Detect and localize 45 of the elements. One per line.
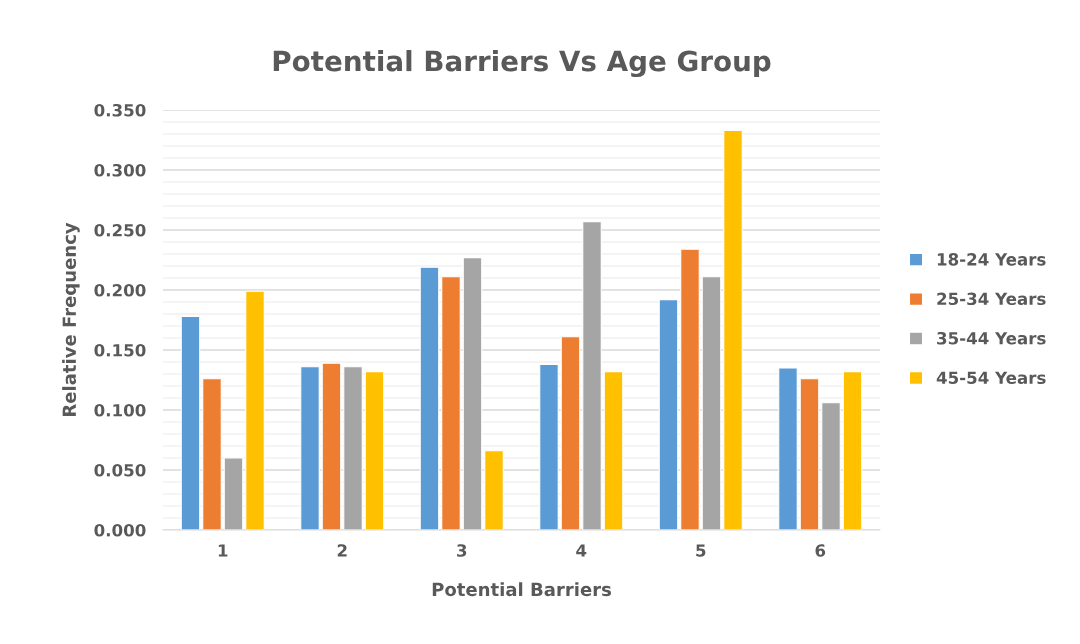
x-tick-label: 2 bbox=[337, 544, 347, 557]
bar bbox=[419, 266, 440, 530]
bar bbox=[321, 362, 342, 530]
bar bbox=[723, 129, 743, 530]
bar bbox=[539, 363, 559, 530]
x-axis-title: Potential Barriers bbox=[432, 582, 611, 597]
bar bbox=[680, 248, 700, 530]
x-tick-label: 4 bbox=[576, 544, 587, 557]
bar bbox=[180, 315, 201, 530]
bar bbox=[484, 450, 504, 530]
y-tick-label: 0.350 bbox=[94, 103, 146, 117]
bar bbox=[799, 378, 820, 530]
y-tick-label: 0.150 bbox=[94, 343, 146, 357]
legend-label: 18-24 Years bbox=[937, 253, 1046, 266]
y-tick-label: 0.300 bbox=[94, 163, 146, 177]
bar bbox=[343, 366, 363, 530]
y-tick-label: 0.250 bbox=[94, 223, 146, 237]
bar bbox=[658, 299, 679, 530]
bar bbox=[778, 367, 798, 530]
bar bbox=[701, 276, 722, 530]
bar bbox=[842, 371, 863, 530]
x-tick-label: 1 bbox=[218, 544, 228, 557]
bar bbox=[364, 371, 385, 530]
legend-label: 45-54 Years bbox=[936, 371, 1046, 385]
x-tick-label: 6 bbox=[815, 544, 826, 557]
bar bbox=[441, 276, 461, 530]
legend-label: 35-44 Years bbox=[937, 331, 1046, 345]
bar bbox=[202, 378, 222, 530]
bar bbox=[560, 336, 581, 530]
x-tick-label: 5 bbox=[696, 544, 706, 557]
y-axis-title: Relative Frequency bbox=[62, 222, 80, 417]
bar bbox=[821, 402, 841, 530]
legend-label: 25-34 Years bbox=[937, 292, 1046, 306]
bar bbox=[603, 371, 624, 530]
bar bbox=[462, 257, 483, 530]
y-tick-label: 0.100 bbox=[94, 403, 146, 417]
bar bbox=[223, 457, 244, 530]
y-tick-label: 0.200 bbox=[94, 283, 146, 297]
bar bbox=[245, 290, 265, 530]
chart-title: Potential Barriers Vs Age Group bbox=[273, 50, 771, 78]
bar bbox=[582, 221, 602, 530]
x-tick-label: 3 bbox=[457, 544, 467, 557]
y-tick-label: 0.000 bbox=[94, 523, 146, 537]
bar bbox=[300, 366, 320, 530]
y-tick-label: 0.050 bbox=[94, 463, 146, 477]
